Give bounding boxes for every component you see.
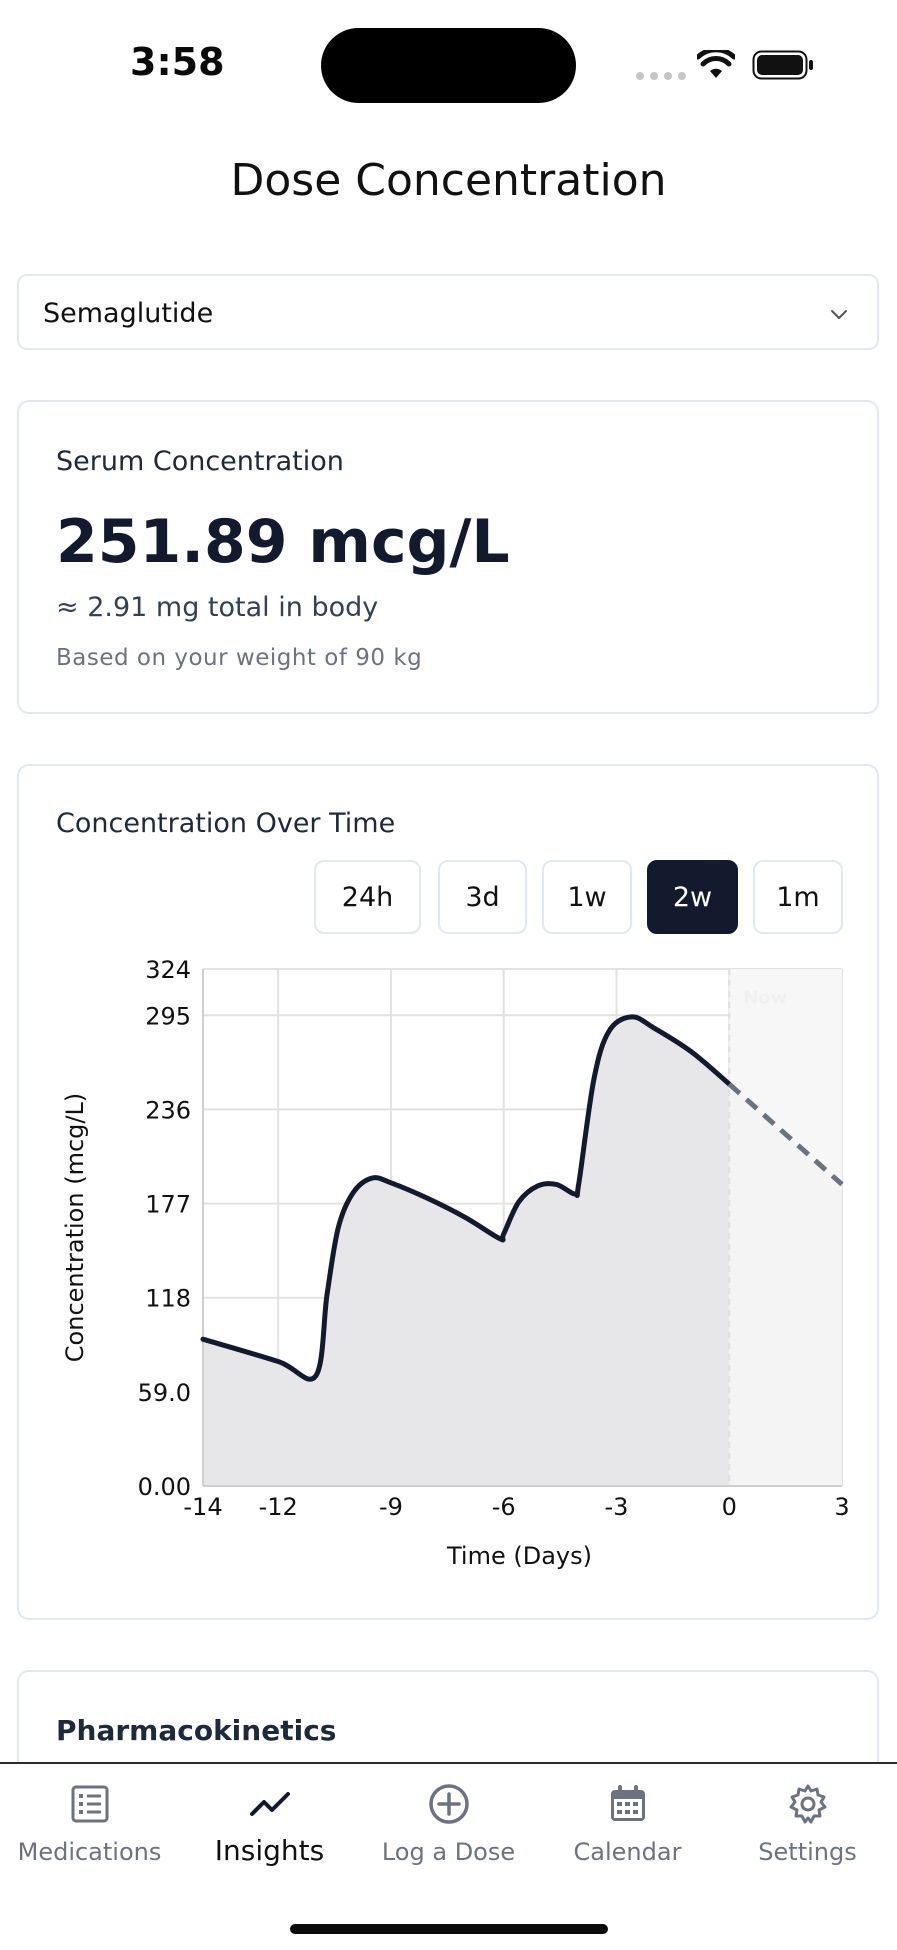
medication-select[interactable]: Semaglutide [17, 274, 879, 350]
tab-label: Settings [758, 1838, 857, 1866]
x-tick-label: 3 [834, 1493, 849, 1521]
serum-heading: Serum Concentration [56, 446, 344, 477]
list-icon [71, 1785, 108, 1823]
page-title: Dose Concentration [230, 155, 667, 206]
x-tick-label: -6 [492, 1493, 516, 1521]
tab-label: Log a Dose [381, 1838, 516, 1866]
now-label: Now [743, 987, 787, 1008]
tab-label: Medications [17, 1838, 162, 1866]
y-tick-label: 324 [145, 956, 191, 984]
x-tick-label: -3 [605, 1493, 629, 1521]
serum-concentration-card: Serum Concentration 251.89 mcg/L ≈ 2.91 … [17, 400, 879, 714]
concentration-chart: 0.00 59.0 118 177 236 295 324 -14 -12 -9 -6 -3 0 3 Now… [61, 956, 850, 1570]
y-tick-label: 295 [145, 1002, 191, 1030]
serum-total-in-body: ≈ 2.91 mg total in body [56, 592, 379, 623]
y-tick-label: 118 [145, 1285, 191, 1313]
y-tick-label: 0.00 [138, 1473, 191, 1501]
x-tick-label: -14 [183, 1493, 222, 1521]
y-tick-label: 236 [145, 1096, 191, 1124]
y-tick-label: 177 [145, 1191, 191, 1219]
concentration-line [200, 1014, 732, 1382]
range-button-24h[interactable]: 24h [314, 860, 421, 934]
range-button-1m[interactable]: 1m [753, 860, 843, 934]
projection-line [727, 1082, 844, 1187]
x-tick-label: -9 [379, 1493, 403, 1521]
x-axis-label: Time (Days) [446, 1542, 592, 1570]
chevron-down-icon [831, 310, 847, 319]
tab-bar: Medications Insights Log a Dose Calendar [0, 1762, 897, 1950]
concentration-area [203, 1016, 730, 1486]
signal-icon [636, 72, 686, 80]
trend-icon [249, 1792, 290, 1816]
serum-weight-note: Based on your weight of 90 kg [56, 645, 423, 671]
medication-select-value: Semaglutide [43, 298, 214, 329]
plus-circle-icon [428, 1784, 469, 1824]
battery-icon [752, 50, 813, 80]
home-indicator [290, 1924, 608, 1934]
tab-label: Insights [214, 1834, 325, 1867]
calendar-icon [610, 1785, 645, 1821]
pharmacokinetics-heading: Pharmacokinetics [56, 1714, 337, 1747]
gear-icon [789, 1784, 826, 1824]
range-button-1w[interactable]: 1w [542, 860, 632, 934]
tab-label: Calendar [573, 1838, 682, 1866]
y-tick-label: 59.0 [138, 1379, 191, 1407]
y-axis-label: Concentration (mcg/L) [61, 1093, 89, 1362]
x-tick-label: -12 [259, 1493, 298, 1521]
dynamic-island [321, 28, 576, 103]
serum-value: 251.89 mcg/L [56, 507, 510, 577]
x-tick-label: 0 [722, 1493, 737, 1521]
projection-area [729, 1084, 842, 1486]
wifi-icon [697, 50, 735, 78]
chart-card-heading: Concentration Over Time [56, 808, 396, 839]
range-button-3d[interactable]: 3d [438, 860, 527, 934]
range-button-2w[interactable]: 2w [647, 860, 738, 934]
status-time: 3:58 [130, 40, 225, 84]
